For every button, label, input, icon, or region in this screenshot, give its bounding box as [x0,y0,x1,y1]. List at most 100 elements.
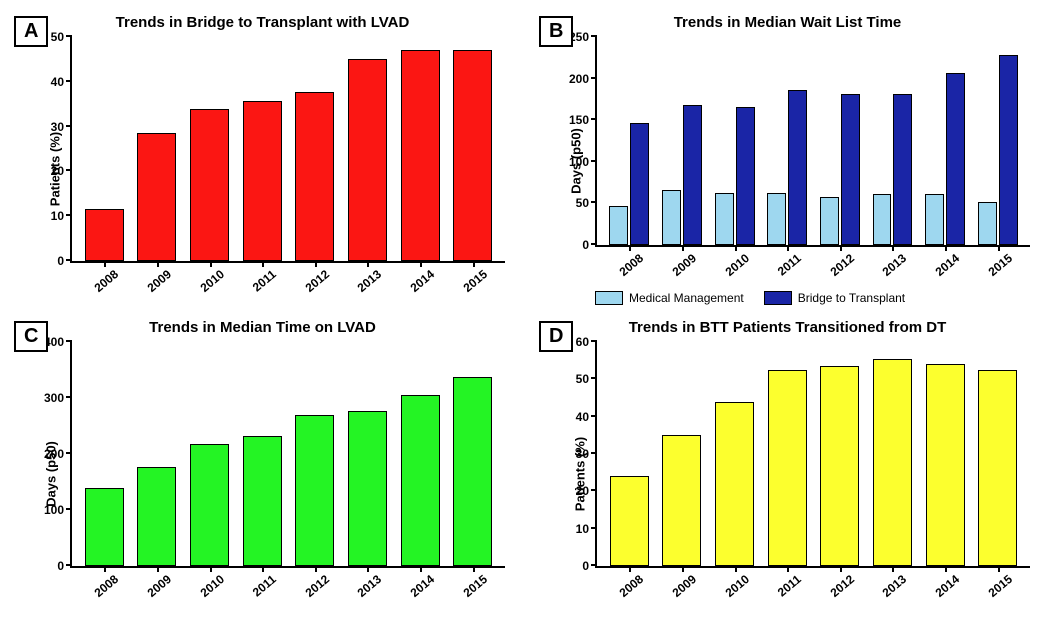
panel-c-chart: Days (p50) 0100200300400 200820092010201… [10,338,515,610]
xtick [262,261,264,267]
xtick [104,566,106,572]
bar [715,402,754,566]
bar [978,370,1017,566]
bar-slot: 2014 [919,37,972,245]
ytick-label: 10 [576,522,589,536]
xtick-label: 2009 [669,251,698,279]
xtick-label: 2009 [669,572,698,600]
ytick-label: 0 [582,238,589,252]
bar [610,476,649,566]
bar [190,444,229,566]
bar-slot: 2015 [971,37,1024,245]
xtick [157,261,159,267]
xtick [473,566,475,572]
ytick-label: 200 [44,447,64,461]
panel-b-plot: 050100150200250 200820092010201120122013… [595,37,1030,247]
panel-a-chart: Patients (%) 01020304050 200820092010201… [10,33,515,305]
ytick-label: 100 [44,503,64,517]
xtick [945,566,947,572]
xtick-label: 2011 [775,251,804,278]
bar-slot: 2013 [341,37,394,261]
bar [873,194,892,245]
bar-slot: 2013 [341,342,394,566]
bar [137,133,176,261]
xtick-label: 2014 [408,267,437,295]
bar-slot: 2013 [866,37,919,245]
panel-a-label: A [14,16,48,47]
xtick [840,245,842,251]
bar [893,94,912,245]
xtick [998,245,1000,251]
bar [978,202,997,245]
bar-slot: 2012 [814,342,867,566]
ytick-label: 150 [569,113,589,127]
bar-slot: 2011 [236,342,289,566]
bar-slot: 2008 [78,37,131,261]
legend-swatch-bridge [764,291,792,305]
bar [999,55,1018,245]
bar [243,101,282,261]
ytick-label: 20 [576,484,589,498]
panel-d-chart: Patients (%) 0102030405060 2008200920102… [535,338,1040,610]
bar-slot: 2009 [656,37,709,245]
bar [85,488,124,566]
ytick-label: 50 [576,196,589,210]
xtick-label: 2008 [617,251,646,279]
bar [925,194,944,245]
ytick-label: 30 [51,120,64,134]
bar [630,123,649,245]
bar [453,50,492,261]
xtick-label: 2013 [880,251,909,279]
ytick-label: 40 [576,410,589,424]
bar-slot: 2010 [183,342,236,566]
bar-slot: 2015 [446,37,499,261]
xtick [104,261,106,267]
bar [873,359,912,566]
bar-slot: 2008 [603,37,656,245]
bar-slot: 2014 [394,342,447,566]
panel-c-label: C [14,321,48,352]
legend-item-bridge: Bridge to Transplant [764,291,905,305]
panel-b-legend: Medical Management Bridge to Transplant [595,291,1040,305]
xtick-label: 2009 [144,267,173,295]
bar-slot: 2008 [603,342,656,566]
ytick-label: 300 [44,391,64,405]
panel-c-plot: 0100200300400 20082009201020112012201320… [70,342,505,568]
bar [736,107,755,245]
bar [401,50,440,261]
ytick-label: 0 [582,559,589,573]
bar [662,435,701,566]
bar [295,415,334,566]
ytick-label: 20 [51,164,64,178]
bar-slot: 2011 [236,37,289,261]
bar [788,90,807,245]
bar [820,197,839,245]
bar [715,193,734,245]
xtick [735,245,737,251]
legend-label-bridge: Bridge to Transplant [798,291,905,305]
xtick [787,566,789,572]
xtick-label: 2015 [985,251,1014,279]
xtick [998,566,1000,572]
xtick-label: 2013 [355,572,384,600]
ytick-label: 60 [576,335,589,349]
panel-a-plot: 01020304050 2008200920102011201220132014… [70,37,505,263]
bar-slot: 2014 [919,342,972,566]
panel-c-title: Trends in Median Time on LVAD [10,319,515,336]
panel-d-plot: 0102030405060 20082009201020112012201320… [595,342,1030,568]
bar-slot: 2014 [394,37,447,261]
panel-a: A Trends in Bridge to Transplant with LV… [10,10,515,305]
xtick [315,261,317,267]
xtick-label: 2010 [722,251,751,279]
xtick-label: 2012 [302,267,331,295]
xtick [367,261,369,267]
xtick-label: 2008 [92,267,121,295]
xtick-label: 2015 [985,572,1014,600]
bar-slot: 2009 [131,342,184,566]
legend-label-medical: Medical Management [629,291,744,305]
xtick [629,245,631,251]
xtick-label: 2009 [144,572,173,600]
bar-slot: 2013 [866,342,919,566]
bar-slot: 2010 [183,37,236,261]
xtick [315,566,317,572]
